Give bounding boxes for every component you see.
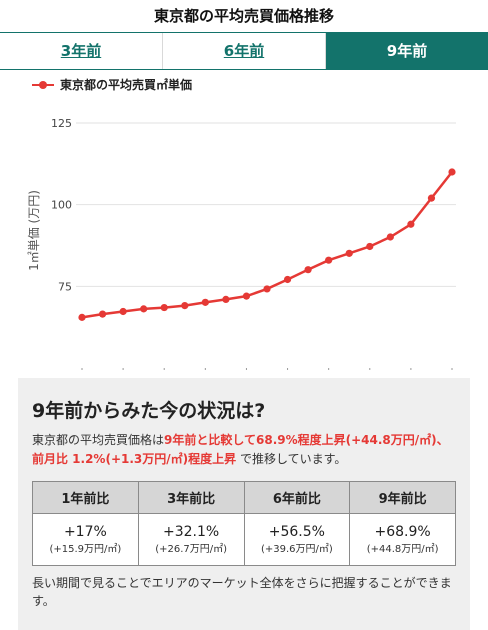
data-point xyxy=(448,168,456,176)
cell-percent: +68.9% xyxy=(374,524,431,540)
data-point xyxy=(345,249,353,257)
data-point xyxy=(242,292,251,300)
cell-difference: (+15.9万円/㎡) xyxy=(49,544,122,555)
table-cell-3y: +32.1% (+26.7万円/㎡) xyxy=(137,513,245,566)
summary-note: 長い期間で見ることでエリアのマーケット全体をさらに把握することができます。 xyxy=(32,576,452,608)
legend-label: 東京都の平均売買㎡単価 xyxy=(60,78,193,92)
table-cell-1y: +17% (+15.9万円/㎡) xyxy=(32,513,139,566)
cell-difference: (+44.8万円/㎡) xyxy=(366,544,439,555)
table-cell-9y: +68.9% (+44.8万円/㎡) xyxy=(349,513,456,566)
cell-percent: +56.5% xyxy=(268,524,325,540)
series-line xyxy=(81,171,453,319)
cell-percent: +17% xyxy=(63,524,107,540)
y-tick-label: 125 xyxy=(51,117,72,130)
data-point xyxy=(140,305,148,313)
summary-text-after: で推移しています。 xyxy=(236,452,347,466)
table-header-6y: 6年前比 xyxy=(243,481,351,514)
data-point xyxy=(222,295,230,303)
y-axis-title: 1㎡単価 (万円) xyxy=(27,190,41,271)
table-header-1y: 1年前比 xyxy=(32,481,139,514)
legend-line-marker-icon xyxy=(32,79,54,91)
data-point xyxy=(366,242,374,251)
y-tick-label: 75 xyxy=(58,280,72,293)
summary-text-highlight: 9年前と比較して68.9%程度上昇(+44.8万円/㎡)、前月比 1.2%(+1… xyxy=(32,433,449,466)
summary-panel: 9年前からみた今の状況は? 東京都の平均売買価格は9年前と比較して68.9%程度… xyxy=(18,378,470,630)
chart-legend: 東京都の平均売買㎡単価 xyxy=(32,76,192,93)
data-point xyxy=(407,220,415,228)
data-point xyxy=(160,303,168,312)
data-point xyxy=(201,298,209,306)
data-point xyxy=(119,307,127,316)
data-point xyxy=(263,285,271,293)
data-point xyxy=(283,275,292,284)
table-header-3y: 3年前比 xyxy=(137,481,245,514)
data-point xyxy=(325,256,333,264)
cell-difference: (+26.7万円/㎡) xyxy=(155,544,228,555)
tab-3-years[interactable]: 3年前 xyxy=(0,33,163,69)
cell-difference: (+39.6万円/㎡) xyxy=(260,544,333,555)
y-tick-label: 100 xyxy=(51,199,72,212)
summary-text: 東京都の平均売買価格は9年前と比較して68.9%程度上昇(+44.8万円/㎡)、… xyxy=(32,431,456,469)
summary-text-before: 東京都の平均売買価格は xyxy=(32,433,165,447)
data-point xyxy=(304,266,312,274)
period-tabs: 3年前 6年前 9年前 xyxy=(0,32,488,70)
table-header-row: 1年前比 3年前比 6年前比 9年前比 xyxy=(32,481,456,514)
table-row: +17% (+15.9万円/㎡) +32.1% (+26.7万円/㎡) +56.5%… xyxy=(32,513,456,566)
data-point xyxy=(98,310,107,318)
tab-9-years[interactable]: 9年前 xyxy=(326,33,488,69)
table-cell-6y: +56.5% (+39.6万円/㎡) xyxy=(243,513,351,566)
cell-percent: +32.1% xyxy=(163,524,220,540)
data-point xyxy=(386,233,394,241)
data-point xyxy=(181,302,189,310)
tab-6-years[interactable]: 6年前 xyxy=(163,33,326,69)
page-title: 東京都の平均売買価格推移 xyxy=(153,7,334,25)
summary-heading: 9年前からみた今の状況は? xyxy=(32,400,266,422)
table-header-9y: 9年前比 xyxy=(349,481,456,514)
comparison-table: 1年前比 3年前比 6年前比 9年前比 +17% (+15.9万円/㎡) +32.… xyxy=(32,481,456,566)
data-point xyxy=(427,194,436,202)
data-point xyxy=(78,313,86,321)
